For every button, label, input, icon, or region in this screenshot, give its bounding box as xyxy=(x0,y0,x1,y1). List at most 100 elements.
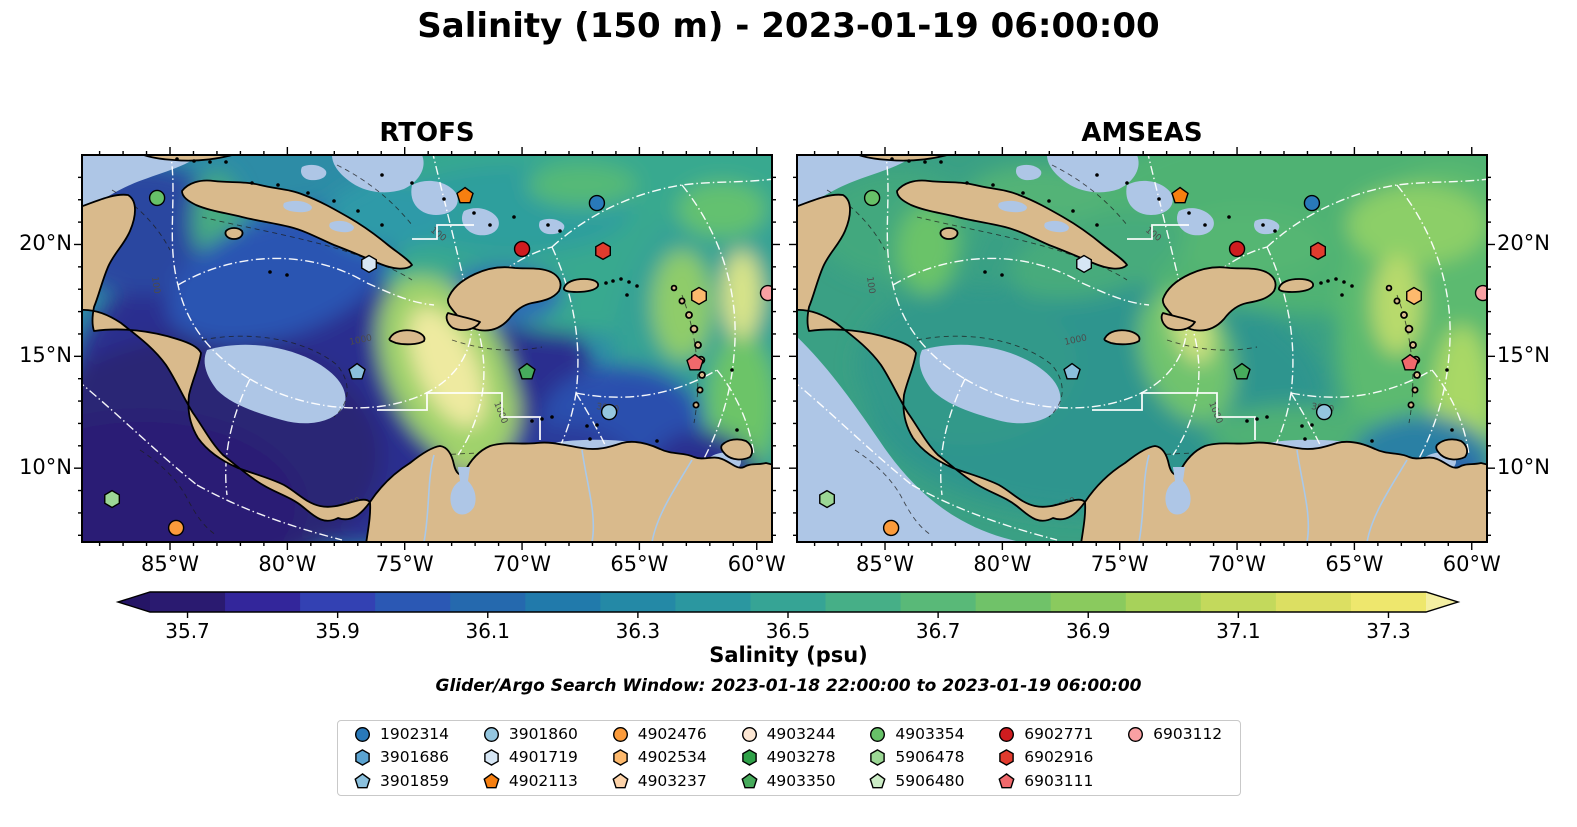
legend-item-6903112: 6903112 xyxy=(1111,726,1240,743)
legend-marker-6902916 xyxy=(999,749,1015,767)
colorbar-segment xyxy=(825,592,902,612)
float-marker-3901860 xyxy=(1315,403,1333,421)
circle-marker-icon xyxy=(999,727,1015,743)
rtofs-map-content: 1001000100030001000100 xyxy=(82,155,772,542)
circle-marker-icon xyxy=(870,727,886,743)
legend-marker-4903350 xyxy=(740,772,758,789)
depth-contour-label: 100 xyxy=(864,276,876,295)
search-window-subtitle: Glider/Argo Search Window: 2023-01-18 22… xyxy=(435,676,1142,696)
pentagon-marker-icon xyxy=(998,772,1015,789)
float-marker-6902916 xyxy=(1310,241,1326,261)
legend-item-3901686: 3901686 xyxy=(338,749,467,767)
legend-float-id: 4902476 xyxy=(637,724,707,743)
amseas-xtick-85: 85°W xyxy=(856,552,914,576)
legend-marker-4903244 xyxy=(741,727,757,743)
legend-item-6903111: 6903111 xyxy=(982,772,1111,790)
legend-item-4902534: 4902534 xyxy=(596,748,725,767)
float-marker-6903111 xyxy=(686,353,704,371)
rtofs-float-markers xyxy=(104,186,772,537)
colorbar-over-arrow xyxy=(1426,592,1458,612)
legend-item-5906478: 5906478 xyxy=(853,748,982,767)
legend-float-id: 6902916 xyxy=(1024,748,1094,767)
colorbar-segment xyxy=(975,592,1052,612)
legend-float-id: 5906478 xyxy=(895,748,965,767)
float-marker-1902314 xyxy=(588,194,606,212)
hexagon-marker-icon xyxy=(741,749,757,767)
depth-contour-label: 100 xyxy=(149,276,161,295)
hexagon-marker-icon xyxy=(870,749,886,767)
legend-item-1902314: 1902314 xyxy=(338,726,467,743)
legend-float-id: 4903350 xyxy=(766,771,836,790)
colorbar-tick-label: 37.1 xyxy=(1216,619,1261,643)
circle-marker-icon xyxy=(741,727,757,743)
map-panel-amseas: 1001000100030001000100 xyxy=(789,147,1495,550)
amseas-ytick-20: 20°N xyxy=(1497,231,1550,256)
rtofs-ytick-20: 20°N xyxy=(19,231,72,256)
colorbar-segment xyxy=(525,592,601,612)
float-marker-4903350 xyxy=(518,362,536,380)
colorbar-segment xyxy=(150,592,226,612)
depth-contour-label: 1000 xyxy=(349,333,374,348)
legend-marker-3901860 xyxy=(483,727,499,743)
colorbar-segment xyxy=(750,592,827,612)
pentagon-marker-icon xyxy=(354,772,371,789)
legend-item-5906480: 5906480 xyxy=(853,772,982,790)
legend-marker-6902771 xyxy=(999,727,1015,743)
legend-float-id: 4902113 xyxy=(508,771,578,790)
float-marker-6903112 xyxy=(1474,284,1487,302)
float-marker-1902314 xyxy=(1303,194,1321,212)
hexagon-marker-icon xyxy=(355,749,370,767)
colorbar-segment xyxy=(600,592,677,612)
legend-float-id: 4903278 xyxy=(766,748,836,767)
colorbar-segment xyxy=(675,592,752,612)
float-marker-3901860 xyxy=(600,403,618,421)
float-marker-4902534 xyxy=(691,286,707,306)
colorbar-segment xyxy=(1125,592,1202,612)
map-panel-rtofs: 1001000100030001000100 xyxy=(74,147,780,550)
amseas-xtick-60: 60°W xyxy=(1442,552,1501,576)
amseas-map-content: 1001000100030001000100 xyxy=(797,155,1487,542)
land-masses xyxy=(82,155,772,542)
circle-marker-icon xyxy=(354,727,371,743)
colorbar-tick-label: 36.1 xyxy=(465,619,510,643)
legend-marker-6903112 xyxy=(1128,727,1144,743)
pentagon-marker-icon xyxy=(612,772,629,789)
rtofs-xtick-70: 70°W xyxy=(493,552,552,576)
colorbar-segment xyxy=(1200,592,1277,612)
rtofs-xtick-60: 60°W xyxy=(727,552,786,576)
circle-marker-icon xyxy=(483,727,499,743)
legend-float-id: 4902534 xyxy=(637,748,707,767)
rtofs-ytick-10: 10°N xyxy=(19,455,72,480)
legend-marker-4903278 xyxy=(741,749,757,767)
colorbar: 35.7 35.9 36.1 36.3 36.5 36.7 36.9 37.1 37.3 xyxy=(115,591,1461,646)
legend-item-4903350: 4903350 xyxy=(725,771,854,790)
float-marker-4903354 xyxy=(148,189,166,207)
pentagon-marker-icon xyxy=(483,772,500,789)
legend-float-id: 6902771 xyxy=(1024,724,1094,743)
rtofs-xtick-75: 75°W xyxy=(375,552,434,576)
legend-item-3901860: 3901860 xyxy=(467,726,596,743)
amseas-float-markers xyxy=(819,186,1487,537)
legend-float-id: 4903237 xyxy=(637,771,707,790)
float-marker-6903112 xyxy=(759,284,772,302)
legend-item-6902916: 6902916 xyxy=(982,748,1111,767)
legend-float-id: 1902314 xyxy=(380,724,450,743)
colorbar-tick-label: 37.3 xyxy=(1366,619,1411,643)
depth-contour-label: 1000 xyxy=(1064,333,1089,348)
float-marker-5906478 xyxy=(104,489,121,509)
float-marker-4902113 xyxy=(1171,186,1189,204)
legend-item-4903244: 4903244 xyxy=(725,726,854,743)
float-marker-6902771 xyxy=(1228,240,1246,258)
legend-item-3901859: 3901859 xyxy=(338,772,467,790)
float-marker-6903111 xyxy=(1401,353,1419,371)
colorbar-segment xyxy=(450,592,526,612)
legend-item-6902771: 6902771 xyxy=(982,726,1111,743)
hexagon-marker-icon xyxy=(484,749,499,767)
legend-item-4903278: 4903278 xyxy=(725,748,854,767)
panel-title-rtofs: RTOFS xyxy=(379,118,475,148)
colorbar-tick-label: 36.5 xyxy=(766,619,811,643)
float-marker-4901719 xyxy=(1076,254,1093,274)
panel-title-amseas: AMSEAS xyxy=(1081,118,1203,148)
amseas-ytick-15: 15°N xyxy=(1497,343,1550,368)
